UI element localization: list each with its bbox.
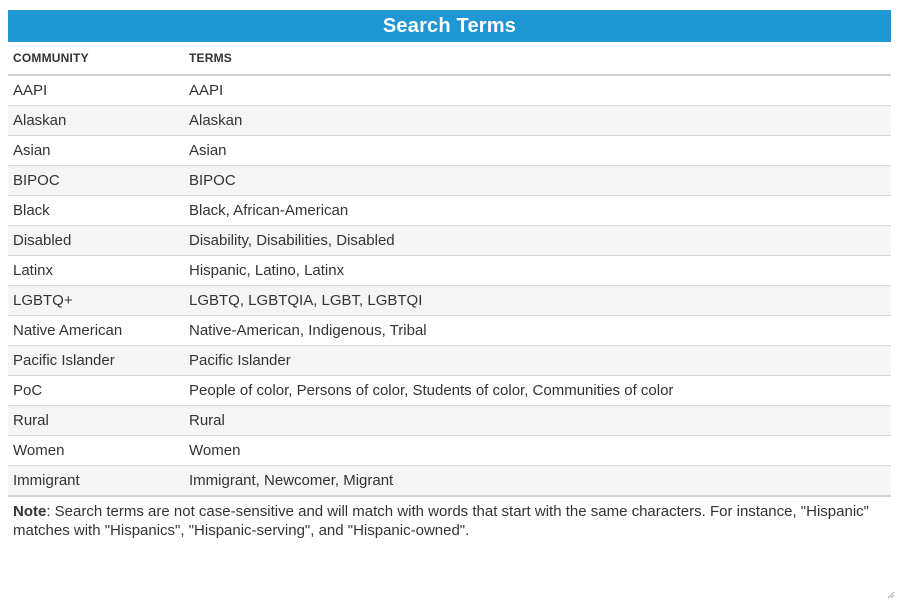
terms-cell: Women — [184, 436, 891, 466]
terms-cell: BIPOC — [184, 166, 891, 196]
community-cell: Latinx — [8, 256, 184, 286]
terms-cell: Alaskan — [184, 106, 891, 136]
terms-cell: LGBTQ, LGBTQIA, LGBT, LGBTQI — [184, 286, 891, 316]
community-cell: Black — [8, 196, 184, 226]
terms-cell: Hispanic, Latino, Latinx — [184, 256, 891, 286]
terms-cell: People of color, Persons of color, Stude… — [184, 376, 891, 406]
community-cell: Alaskan — [8, 106, 184, 136]
community-cell: Native American — [8, 316, 184, 346]
table-row: LGBTQ+LGBTQ, LGBTQIA, LGBT, LGBTQI — [8, 286, 891, 316]
terms-cell: Rural — [184, 406, 891, 436]
terms-cell: Native-American, Indigenous, Tribal — [184, 316, 891, 346]
community-cell: AAPI — [8, 75, 184, 106]
search-terms-note: Note: Search terms are not case-sensitiv… — [8, 502, 891, 540]
community-cell: Immigrant — [8, 466, 184, 497]
note-label: Note — [13, 503, 46, 520]
community-cell: PoC — [8, 376, 184, 406]
community-cell: BIPOC — [8, 166, 184, 196]
table-header-row: COMMUNITY TERMS — [8, 42, 891, 75]
terms-cell: AAPI — [184, 75, 891, 106]
community-cell: Asian — [8, 136, 184, 166]
terms-cell: Immigrant, Newcomer, Migrant — [184, 466, 891, 497]
panel-title: Search Terms — [8, 10, 891, 42]
resize-grip-icon[interactable] — [887, 586, 895, 594]
terms-cell: Pacific Islander — [184, 346, 891, 376]
terms-cell: Black, African-American — [184, 196, 891, 226]
community-cell: Pacific Islander — [8, 346, 184, 376]
note-text: : Search terms are not case-sensitive an… — [13, 503, 869, 539]
community-cell: Disabled — [8, 226, 184, 256]
community-cell: Rural — [8, 406, 184, 436]
terms-cell: Asian — [184, 136, 891, 166]
column-header-terms: TERMS — [184, 42, 891, 75]
terms-cell: Disability, Disabilities, Disabled — [184, 226, 891, 256]
column-header-community: COMMUNITY — [8, 42, 184, 75]
community-cell: LGBTQ+ — [8, 286, 184, 316]
community-cell: Women — [8, 436, 184, 466]
